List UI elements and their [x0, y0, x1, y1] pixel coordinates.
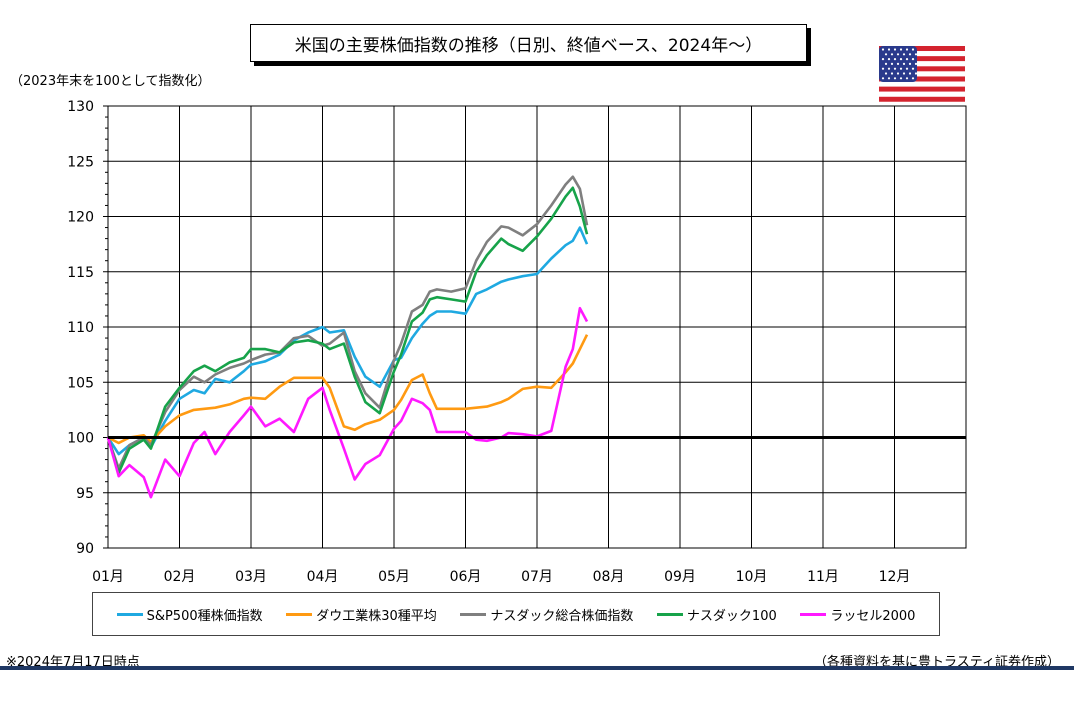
y-tick-label: 130	[67, 99, 94, 115]
legend-label: S&P500種株価指数	[146, 608, 263, 624]
legend-swatch	[656, 612, 683, 616]
bottom-divider	[0, 666, 1074, 670]
x-tick-label: 11月	[807, 569, 839, 585]
series-line-1	[106, 226, 589, 456]
legend-swatch	[460, 612, 487, 616]
x-tick-label: 06月	[450, 569, 482, 585]
series-line-2	[107, 334, 589, 445]
x-tick-label: 07月	[521, 569, 553, 585]
series-line-3	[106, 175, 589, 470]
legend-item: S&P500種株価指数	[116, 605, 263, 624]
y-axis-subtitle: （2023年末を100として指数化）	[10, 74, 211, 89]
y-tick-label: 95	[76, 486, 94, 502]
y-tick-label: 110	[67, 320, 94, 336]
x-tick-label: 01月	[92, 569, 124, 585]
x-tick-label: 03月	[235, 569, 267, 585]
legend-item: ダウ工業株30種平均	[286, 605, 437, 624]
legend-swatch	[286, 612, 313, 616]
chart-title: 米国の主要株価指数の推移（日別、終値ベース、2024年～）	[250, 24, 807, 62]
y-tick-label: 125	[67, 154, 94, 170]
x-tick-label: 08月	[593, 569, 625, 585]
legend-item: ラッセル2000	[800, 605, 915, 624]
y-tick-label: 115	[67, 265, 94, 281]
legend-label: ラッセル2000	[830, 608, 916, 624]
x-tick-label: 09月	[664, 569, 696, 585]
series-line-4	[106, 186, 589, 475]
y-tick-label: 90	[76, 541, 94, 557]
x-tick-label: 12月	[879, 569, 911, 585]
chart-legend: S&P500種株価指数 ダウ工業株30種平均 ナスダック総合株価指数 ナスダック100…	[92, 592, 940, 636]
legend-label: ナスダック総合株価指数	[490, 608, 634, 624]
x-tick-label: 10月	[736, 569, 768, 585]
y-tick-label: 120	[67, 210, 94, 226]
legend-item: ナスダック総合株価指数	[460, 605, 633, 624]
legend-swatch	[116, 612, 143, 616]
series-line-5	[106, 306, 589, 499]
x-tick-label: 02月	[164, 569, 196, 585]
y-tick-label: 105	[67, 375, 94, 391]
legend-swatch	[800, 612, 827, 616]
y-tick-label: 100	[67, 431, 94, 447]
legend-label: ナスダック100	[686, 608, 777, 624]
x-tick-label: 05月	[378, 569, 410, 585]
legend-item: ナスダック100	[656, 605, 777, 624]
chart-title-text: 米国の主要株価指数の推移（日別、終値ベース、2024年～）	[294, 35, 763, 56]
legend-label: ダウ工業株30種平均	[316, 608, 437, 624]
x-tick-label: 04月	[307, 569, 339, 585]
